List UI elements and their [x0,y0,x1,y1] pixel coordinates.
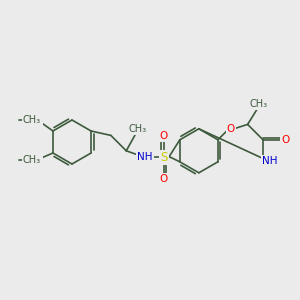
Text: O: O [160,174,168,184]
Text: CH₃: CH₃ [250,99,268,109]
Text: NH: NH [137,152,153,162]
Text: CH₃: CH₃ [23,115,41,125]
Text: NH: NH [262,157,278,166]
Text: CH₃: CH₃ [128,124,146,134]
Text: O: O [227,124,235,134]
Text: O: O [160,131,168,141]
Text: CH₃: CH₃ [23,154,41,165]
Text: S: S [160,151,167,164]
Text: O: O [33,154,42,165]
Text: O: O [281,135,290,145]
Text: O: O [33,115,42,125]
